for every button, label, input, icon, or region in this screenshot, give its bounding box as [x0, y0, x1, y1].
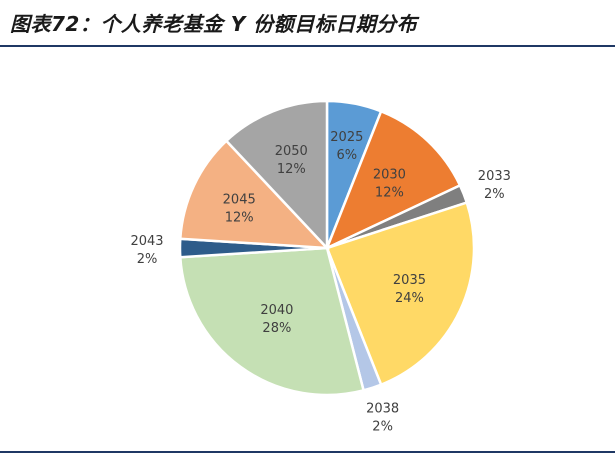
footer-divider	[0, 451, 615, 453]
pie-label-2030: 2030	[373, 168, 406, 183]
pie-value-2050: 12%	[277, 162, 306, 177]
pie-label-2025: 2025	[330, 130, 363, 145]
pie-slice-2030	[324, 109, 462, 251]
pie-value-2030: 12%	[375, 186, 404, 201]
pie-slices	[178, 99, 476, 397]
pie-label-2040: 2040	[260, 303, 293, 318]
pie-value-2038: 2%	[372, 419, 393, 434]
pie-label-2035: 2035	[393, 273, 426, 288]
pie-labels: 2025 6% 2030 12% 2033 2% 2035 24% 2038 2% 2040 28% 2…	[130, 130, 510, 434]
pie-slice-2050	[224, 99, 329, 252]
pie-value-2025: 6%	[337, 148, 358, 163]
pie-label-2045: 2045	[223, 193, 256, 208]
pie-value-2045: 12%	[225, 211, 254, 226]
pie-value-2043: 2%	[137, 252, 158, 267]
pie-label-2033: 2033	[478, 169, 511, 184]
pie-label-2043: 2043	[130, 234, 163, 249]
pie-slice-2045	[178, 139, 331, 250]
pie-value-2033: 2%	[484, 187, 505, 202]
title-divider	[0, 45, 615, 47]
pie-label-2050: 2050	[275, 144, 308, 159]
pie-slice-2040	[178, 246, 366, 397]
pie-label-2038: 2038	[366, 401, 399, 416]
pie-value-2040: 28%	[262, 321, 291, 336]
pie-value-2035: 24%	[395, 291, 424, 306]
chart-title: 图表72：个人养老基金 Y 份额目标日期分布	[10, 12, 418, 36]
